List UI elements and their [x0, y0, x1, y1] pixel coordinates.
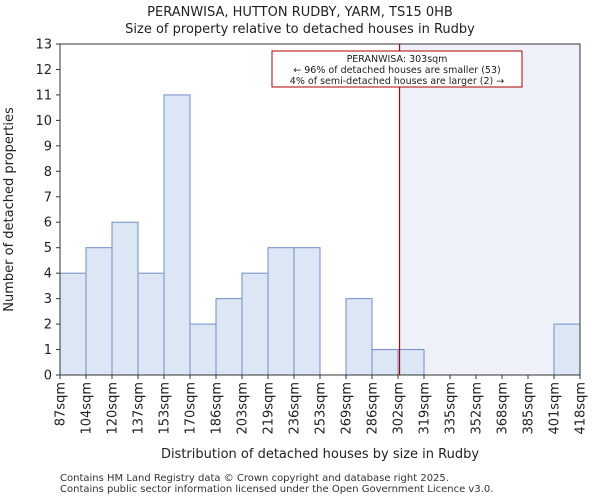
y-tick-label-13: 13 — [35, 38, 52, 53]
chart-title-block: PERANWISA, HUTTON RUDBY, YARM, TS15 0HB … — [0, 4, 600, 38]
y-tick-label-1: 1 — [44, 343, 52, 358]
x-tick-label-253sqm: 253sqm — [314, 382, 329, 435]
x-tick-label-335sqm: 335sqm — [444, 382, 459, 435]
y-tick-label-4: 4 — [44, 267, 52, 282]
x-tick-label-219sqm: 219sqm — [262, 382, 277, 435]
y-tick-label-3: 3 — [44, 292, 52, 307]
y-tick-label-0: 0 — [44, 369, 52, 384]
bar-286sqm — [371, 349, 399, 376]
bar-203sqm — [241, 272, 269, 376]
y-tick-label-10: 10 — [35, 114, 52, 129]
chart-title: PERANWISA, HUTTON RUDBY, YARM, TS15 0HB — [147, 5, 453, 20]
footer-line-2: Contains public sector information licen… — [60, 484, 494, 495]
x-tick-label-170sqm: 170sqm — [184, 382, 199, 435]
x-tick-label-418sqm: 418sqm — [574, 382, 589, 435]
annotation-line-1: PERANWISA: 303sqm — [347, 54, 448, 65]
x-tick-label-186sqm: 186sqm — [210, 382, 225, 435]
x-tick-label-153sqm: 153sqm — [158, 382, 173, 435]
x-tick-label-352sqm: 352sqm — [470, 382, 485, 435]
bar-87sqm — [59, 272, 87, 376]
x-tick-label-269sqm: 269sqm — [340, 382, 355, 435]
annotation-line-2: ← 96% of detached houses are smaller (53… — [293, 65, 500, 76]
x-axis-title: Distribution of detached houses by size … — [161, 447, 479, 462]
bar-153sqm — [163, 94, 191, 376]
chart-subtitle: Size of property relative to detached ho… — [125, 22, 475, 37]
y-tick-label-12: 12 — [35, 63, 52, 78]
bar-302sqm — [397, 349, 425, 376]
bar-120sqm — [111, 221, 139, 376]
y-tick-label-7: 7 — [44, 190, 52, 205]
bar-236sqm — [293, 247, 321, 376]
y-tick-label-2: 2 — [44, 318, 52, 333]
x-tick-label-203sqm: 203sqm — [236, 382, 251, 435]
highlight-region — [399, 44, 580, 375]
x-tick-label-319sqm: 319sqm — [418, 382, 433, 435]
y-tick-label-9: 9 — [44, 139, 52, 154]
x-tick-label-87sqm: 87sqm — [54, 382, 69, 426]
bar-104sqm — [85, 247, 113, 376]
annotation-box — [271, 50, 523, 88]
bar-401sqm — [553, 323, 581, 376]
x-tick-label-286sqm: 286sqm — [366, 382, 381, 435]
x-tick-label-385sqm: 385sqm — [522, 382, 537, 435]
footer-line-1: Contains HM Land Registry data © Crown c… — [60, 473, 449, 484]
bar-137sqm — [137, 272, 165, 376]
y-tick-label-8: 8 — [44, 165, 52, 180]
x-tick-label-302sqm: 302sqm — [392, 382, 407, 435]
bar-219sqm — [267, 247, 295, 376]
x-tick-label-137sqm: 137sqm — [132, 382, 147, 435]
bar-186sqm — [215, 298, 243, 376]
x-tick-label-368sqm: 368sqm — [496, 382, 511, 435]
y-tick-label-11: 11 — [35, 88, 52, 103]
attribution-footer: Contains HM Land Registry data © Crown c… — [60, 473, 493, 495]
bar-170sqm — [189, 323, 217, 376]
bar-269sqm — [345, 298, 373, 376]
x-tick-label-104sqm: 104sqm — [80, 382, 95, 435]
x-tick-label-236sqm: 236sqm — [288, 382, 303, 435]
y-tick-label-6: 6 — [44, 216, 52, 231]
x-tick-label-120sqm: 120sqm — [106, 382, 121, 435]
x-tick-label-401sqm: 401sqm — [548, 382, 563, 435]
y-axis-title: Number of detached properties — [2, 107, 17, 312]
annotation-line-3: 4% of semi-detached houses are larger (2… — [290, 76, 504, 87]
y-tick-label-5: 5 — [44, 241, 52, 256]
